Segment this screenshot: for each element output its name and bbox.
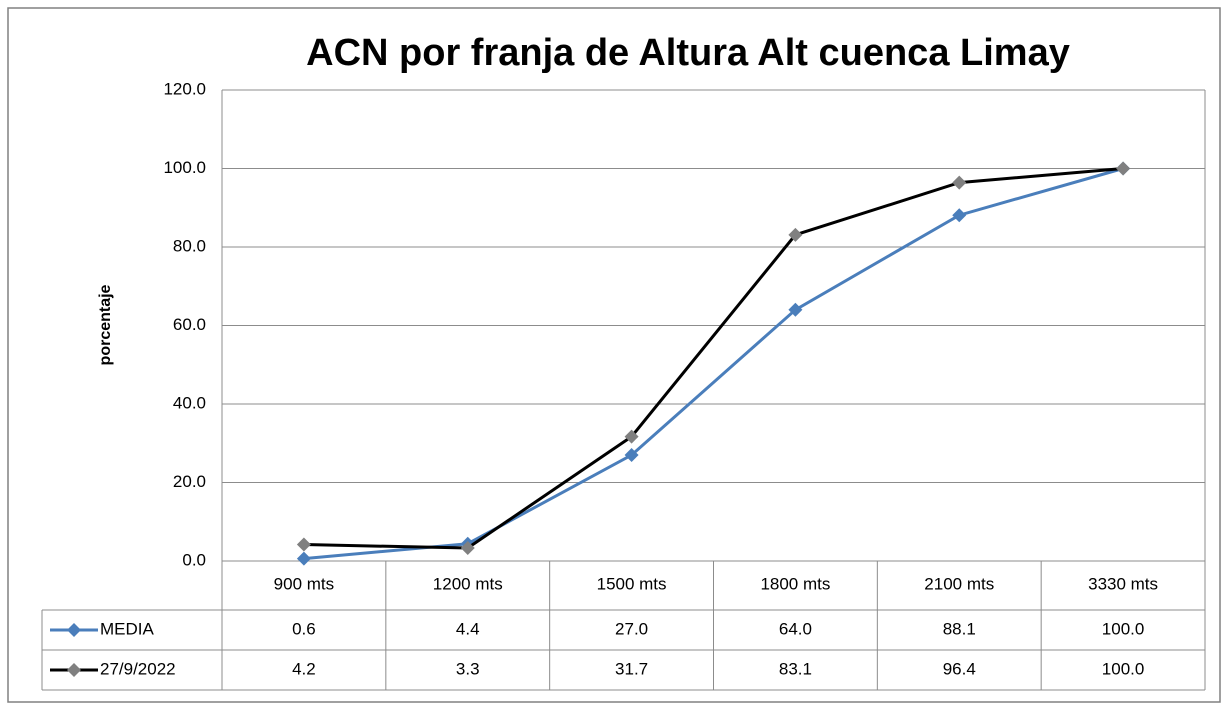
table-value: 4.2 <box>292 659 316 678</box>
table-value: 96.4 <box>943 659 976 678</box>
table-value: 64.0 <box>779 619 812 638</box>
y-tick-label: 40.0 <box>173 393 206 412</box>
data-point <box>296 551 311 566</box>
x-tick-label: 3330 mts <box>1088 574 1158 593</box>
table-value: 4.4 <box>456 619 480 638</box>
data-point <box>624 448 639 463</box>
data-point <box>788 302 803 317</box>
table-value: 3.3 <box>456 659 480 678</box>
table-value: 31.7 <box>615 659 648 678</box>
x-tick-label: 1500 mts <box>597 574 667 593</box>
series-line <box>303 167 1124 550</box>
chart-border <box>7 7 1221 703</box>
y-tick-label: 120.0 <box>163 79 206 98</box>
legend-marker <box>67 663 81 677</box>
table-value: 27.0 <box>615 619 648 638</box>
y-axis-title: porcentaje <box>97 284 114 365</box>
y-tick-label: 20.0 <box>173 472 206 491</box>
table-value: 100.0 <box>1102 619 1145 638</box>
legend-label: 27/9/2022 <box>100 659 176 678</box>
x-tick-label: 1800 mts <box>760 574 830 593</box>
x-tick-label: 2100 mts <box>924 574 994 593</box>
legend-marker <box>67 623 81 637</box>
table-value: 88.1 <box>943 619 976 638</box>
data-point <box>1116 161 1131 176</box>
x-tick-label: 1200 mts <box>433 574 503 593</box>
data-point <box>952 175 967 190</box>
data-point <box>952 208 967 223</box>
table-value: 0.6 <box>292 619 316 638</box>
data-point <box>788 227 803 242</box>
data-point <box>296 537 311 552</box>
y-tick-label: 0.0 <box>182 550 206 569</box>
table-value: 83.1 <box>779 659 812 678</box>
legend-label: MEDIA <box>100 619 155 638</box>
chart-title: ACN por franja de Altura Alt cuenca Lima… <box>306 32 1070 74</box>
y-tick-label: 80.0 <box>173 236 206 255</box>
data-point <box>624 429 639 444</box>
data-point <box>460 541 475 556</box>
y-tick-label: 100.0 <box>163 158 206 177</box>
x-tick-label: 900 mts <box>274 574 334 593</box>
y-tick-label: 60.0 <box>173 315 206 334</box>
table-value: 100.0 <box>1102 659 1145 678</box>
